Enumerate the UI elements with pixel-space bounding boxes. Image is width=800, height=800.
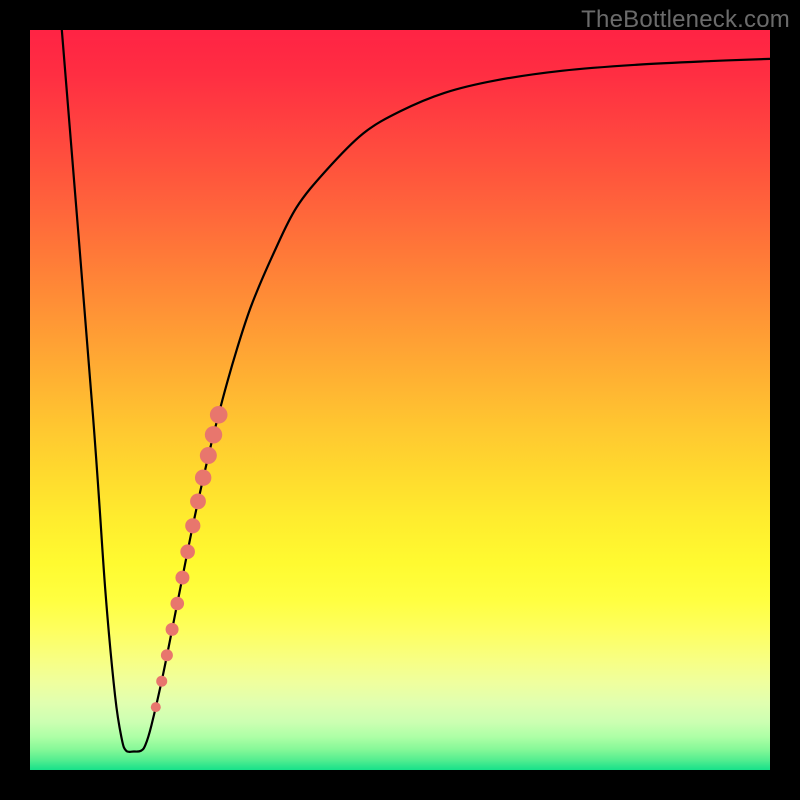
data-marker <box>210 406 228 424</box>
data-marker <box>185 518 200 533</box>
bottleneck-chart <box>0 0 800 800</box>
border-right <box>770 0 800 800</box>
data-marker <box>166 623 179 636</box>
border-left <box>0 0 30 800</box>
data-marker <box>180 544 195 559</box>
chart-background <box>30 30 770 770</box>
data-marker <box>205 426 222 443</box>
data-marker <box>161 649 173 661</box>
data-marker <box>156 676 167 687</box>
chart-container: TheBottleneck.com <box>0 0 800 800</box>
data-marker <box>200 447 217 464</box>
data-marker <box>190 493 206 509</box>
data-marker <box>195 470 211 486</box>
data-marker <box>170 597 184 611</box>
watermark-text: TheBottleneck.com <box>581 6 790 34</box>
border-bottom <box>0 770 800 800</box>
data-marker <box>175 571 189 585</box>
data-marker <box>151 702 161 712</box>
